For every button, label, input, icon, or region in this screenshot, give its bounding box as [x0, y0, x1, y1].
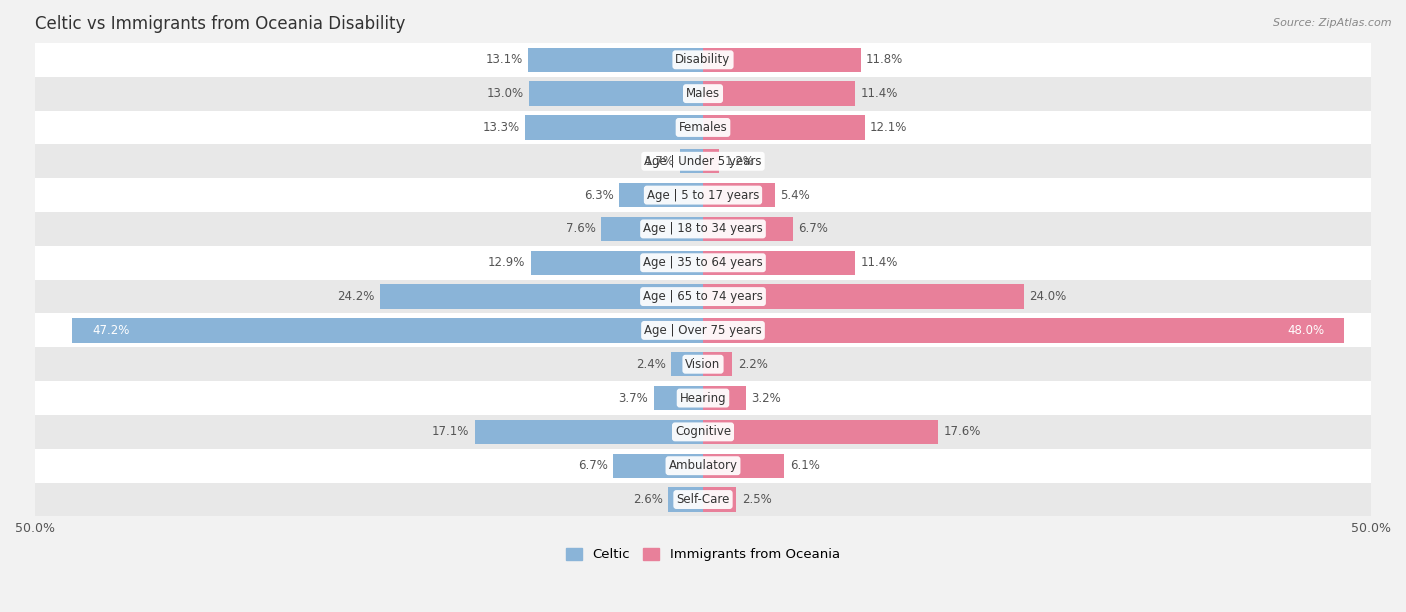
Text: 13.0%: 13.0%	[486, 87, 524, 100]
Text: 2.4%: 2.4%	[636, 358, 665, 371]
Text: 17.6%: 17.6%	[943, 425, 981, 438]
Bar	[703, 115, 865, 140]
Text: 6.3%: 6.3%	[583, 188, 613, 201]
Bar	[703, 48, 860, 72]
Text: 24.2%: 24.2%	[337, 290, 374, 303]
Bar	[703, 352, 733, 376]
Text: 47.2%: 47.2%	[93, 324, 129, 337]
Bar	[380, 285, 703, 309]
Bar	[526, 115, 703, 140]
Bar	[35, 212, 1371, 246]
Text: 11.4%: 11.4%	[860, 87, 898, 100]
Bar	[703, 183, 775, 207]
Bar	[703, 149, 718, 173]
Text: Ambulatory: Ambulatory	[668, 459, 738, 472]
Text: 12.1%: 12.1%	[870, 121, 907, 134]
Bar	[35, 111, 1371, 144]
Bar	[529, 48, 703, 72]
Text: Age | Under 5 years: Age | Under 5 years	[644, 155, 762, 168]
Bar	[671, 352, 703, 376]
Bar	[703, 81, 855, 106]
Bar	[602, 217, 703, 241]
Text: 2.6%: 2.6%	[633, 493, 662, 506]
Text: 48.0%: 48.0%	[1286, 324, 1324, 337]
Bar	[703, 420, 938, 444]
Text: 7.6%: 7.6%	[567, 222, 596, 236]
Text: 24.0%: 24.0%	[1029, 290, 1066, 303]
Bar	[35, 381, 1371, 415]
Text: Self-Care: Self-Care	[676, 493, 730, 506]
Text: Females: Females	[679, 121, 727, 134]
Bar	[668, 487, 703, 512]
Text: 1.7%: 1.7%	[645, 155, 675, 168]
Text: Age | 35 to 64 years: Age | 35 to 64 years	[643, 256, 763, 269]
Bar	[35, 76, 1371, 111]
Bar	[703, 386, 745, 410]
Text: 1.2%: 1.2%	[724, 155, 754, 168]
Bar	[613, 453, 703, 478]
Text: Hearing: Hearing	[679, 392, 727, 405]
Bar	[475, 420, 703, 444]
Text: Age | 65 to 74 years: Age | 65 to 74 years	[643, 290, 763, 303]
Text: 13.3%: 13.3%	[482, 121, 520, 134]
Text: Age | 5 to 17 years: Age | 5 to 17 years	[647, 188, 759, 201]
Bar	[35, 313, 1371, 348]
Text: 13.1%: 13.1%	[485, 53, 523, 66]
Text: Disability: Disability	[675, 53, 731, 66]
Text: 6.7%: 6.7%	[797, 222, 828, 236]
Bar	[703, 318, 1344, 343]
Bar	[703, 217, 793, 241]
Bar	[35, 280, 1371, 313]
Bar	[703, 250, 855, 275]
Bar	[35, 178, 1371, 212]
Bar	[654, 386, 703, 410]
Text: 2.5%: 2.5%	[742, 493, 772, 506]
Bar	[35, 449, 1371, 483]
Text: Cognitive: Cognitive	[675, 425, 731, 438]
Text: 6.7%: 6.7%	[578, 459, 609, 472]
Text: 3.2%: 3.2%	[751, 392, 780, 405]
Bar	[703, 285, 1024, 309]
Bar	[35, 348, 1371, 381]
Text: Source: ZipAtlas.com: Source: ZipAtlas.com	[1274, 18, 1392, 28]
Bar	[703, 453, 785, 478]
Legend: Celtic, Immigrants from Oceania: Celtic, Immigrants from Oceania	[561, 543, 845, 567]
Text: 11.8%: 11.8%	[866, 53, 903, 66]
Text: Males: Males	[686, 87, 720, 100]
Bar	[35, 246, 1371, 280]
Bar	[530, 250, 703, 275]
Bar	[529, 81, 703, 106]
Bar	[681, 149, 703, 173]
Bar	[35, 43, 1371, 76]
Bar	[619, 183, 703, 207]
Text: Age | Over 75 years: Age | Over 75 years	[644, 324, 762, 337]
Text: 11.4%: 11.4%	[860, 256, 898, 269]
Bar	[703, 487, 737, 512]
Text: 17.1%: 17.1%	[432, 425, 470, 438]
Bar	[35, 144, 1371, 178]
Text: 6.1%: 6.1%	[790, 459, 820, 472]
Text: Age | 18 to 34 years: Age | 18 to 34 years	[643, 222, 763, 236]
Bar	[72, 318, 703, 343]
Bar	[35, 483, 1371, 517]
Text: 12.9%: 12.9%	[488, 256, 526, 269]
Text: Celtic vs Immigrants from Oceania Disability: Celtic vs Immigrants from Oceania Disabi…	[35, 15, 405, 33]
Text: 2.2%: 2.2%	[738, 358, 768, 371]
Text: 3.7%: 3.7%	[619, 392, 648, 405]
Bar	[35, 415, 1371, 449]
Text: Vision: Vision	[685, 358, 721, 371]
Text: 5.4%: 5.4%	[780, 188, 810, 201]
